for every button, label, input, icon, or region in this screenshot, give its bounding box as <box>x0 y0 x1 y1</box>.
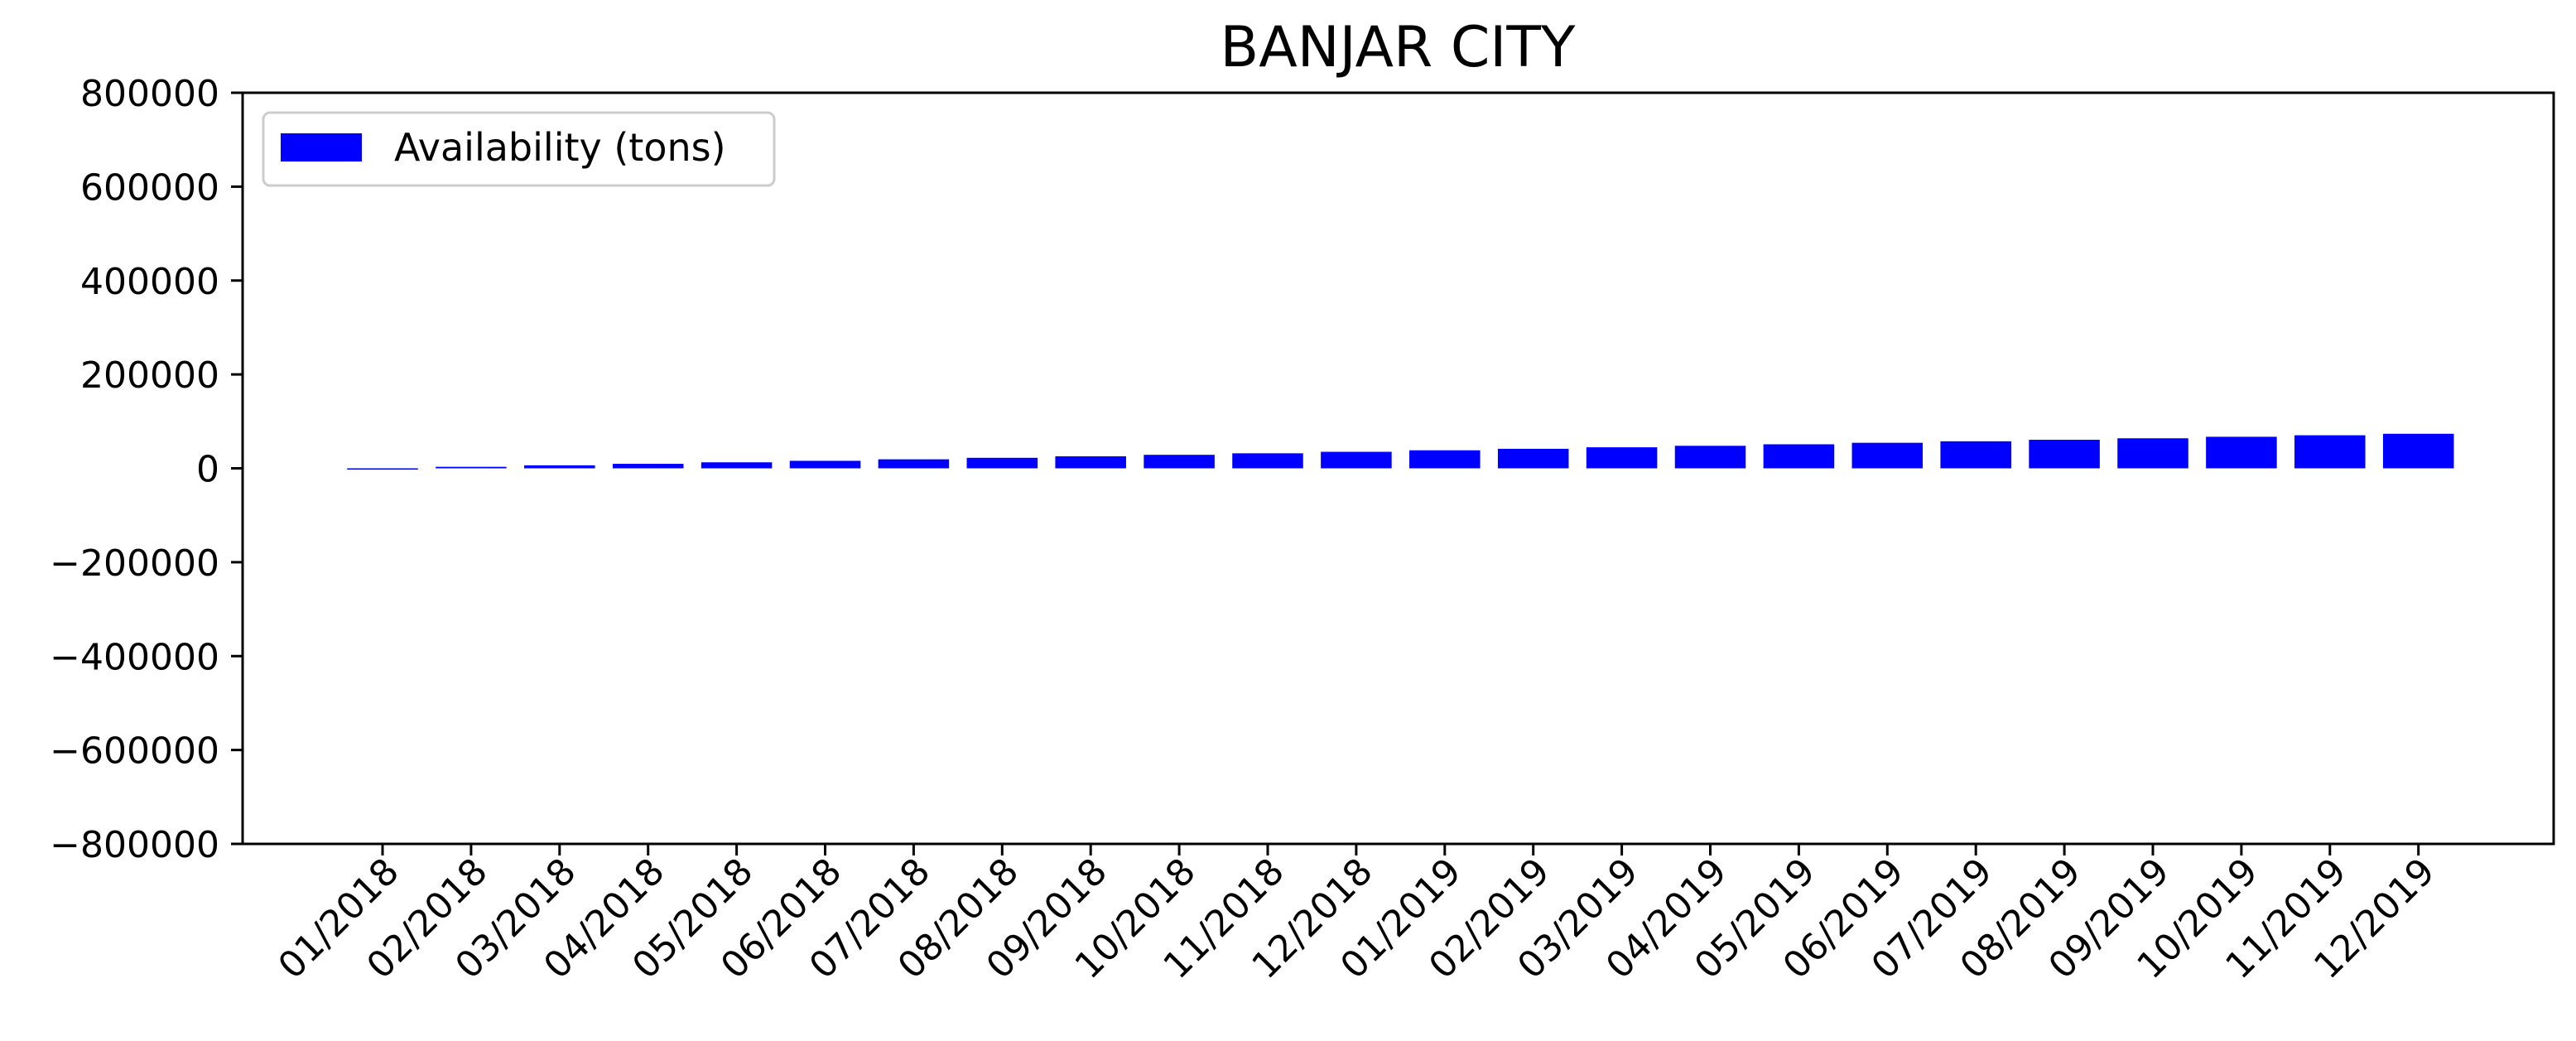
x-axis-ticks: 01/201802/201803/201804/201805/201806/20… <box>270 844 2443 987</box>
bar-06/2018 <box>789 460 861 469</box>
bar-12/2019 <box>2382 433 2454 469</box>
bar-04/2018 <box>612 464 684 469</box>
y-tick-label: 800000 <box>80 73 219 115</box>
bar-03/2019 <box>1586 447 1658 469</box>
legend-box <box>262 111 776 187</box>
bar-05/2019 <box>1763 444 1835 469</box>
bar-08/2019 <box>2029 440 2100 469</box>
bars-group <box>347 433 2454 470</box>
plot-frame <box>241 91 2555 846</box>
bar-11/2019 <box>2294 435 2366 469</box>
y-tick-label: 200000 <box>80 354 219 397</box>
y-tick-label: −200000 <box>50 542 219 585</box>
y-tick-label: 600000 <box>80 166 219 209</box>
bar-11/2018 <box>1232 453 1303 469</box>
legend: Availability (tons) <box>262 111 776 187</box>
bar-10/2018 <box>1144 455 1215 469</box>
bar-02/2019 <box>1497 448 1569 469</box>
bar-02/2018 <box>436 466 507 469</box>
y-tick-label: −400000 <box>50 636 219 678</box>
bar-08/2018 <box>966 457 1038 469</box>
y-tick-label: 400000 <box>80 261 219 303</box>
bar-01/2019 <box>1409 450 1481 469</box>
bar-05/2018 <box>701 462 773 469</box>
legend-swatch <box>281 133 362 161</box>
bar-06/2019 <box>1851 442 1924 469</box>
y-tick-label: −800000 <box>50 824 219 866</box>
bar-09/2019 <box>2117 438 2188 469</box>
bar-07/2019 <box>1940 441 2011 469</box>
bar-09/2018 <box>1055 455 1126 469</box>
bar-01/2018 <box>347 468 418 470</box>
bar-10/2019 <box>2206 436 2277 469</box>
bar-07/2018 <box>878 459 950 469</box>
bar-12/2018 <box>1321 451 1392 469</box>
legend-label: Availability (tons) <box>394 125 726 170</box>
y-axis-ticks: 800000 600000 400000 200000 0 −200000 −400000 −… <box>50 73 243 866</box>
y-tick-label: −600000 <box>50 730 219 773</box>
bar-04/2019 <box>1674 446 1746 469</box>
y-tick-label: 0 <box>196 449 219 491</box>
chart-title: BANJAR CITY <box>1221 15 1576 80</box>
bar-03/2018 <box>524 465 595 469</box>
